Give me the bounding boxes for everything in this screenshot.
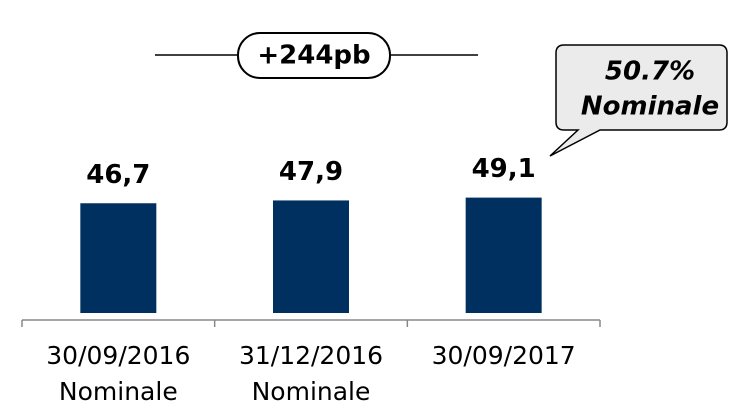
callout-text: 50.7% — [605, 57, 695, 87]
bar — [465, 197, 542, 313]
x-tick-label: 31/12/2016 — [239, 341, 383, 370]
annotation-box — [237, 32, 391, 79]
value-label: 47,9 — [279, 157, 343, 187]
bar — [273, 200, 349, 313]
annotation-text: +244pb — [257, 41, 370, 71]
x-tick-label: 30/09/2017 — [432, 341, 576, 370]
value-label: 46,7 — [86, 160, 150, 190]
x-tick-label: 30/09/2016 — [46, 341, 190, 370]
x-tick-label: Nominale — [252, 377, 371, 406]
change-annotation: +244pb — [155, 32, 478, 79]
bar — [80, 203, 157, 313]
callout-text: Nominale — [581, 92, 719, 122]
callout: 50.7% Nominale — [549, 44, 728, 157]
callout-box — [549, 44, 728, 157]
value-label: 49,1 — [472, 154, 536, 184]
x-tick-label: Nominale — [59, 377, 178, 406]
